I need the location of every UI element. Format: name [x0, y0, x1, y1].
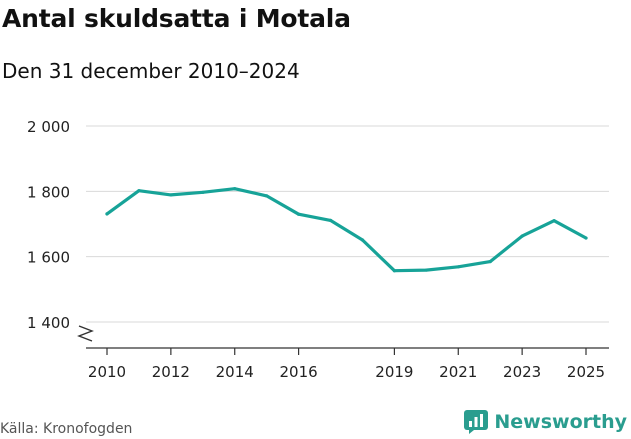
data-point-2011 [137, 189, 141, 193]
series-line [105, 187, 588, 273]
data-point-2020 [424, 268, 428, 272]
axis-break-icon [77, 325, 94, 342]
data-point-2022 [488, 259, 492, 264]
x-axis [77, 325, 609, 355]
y-tick-label: 1 800 [27, 183, 70, 201]
x-tick-label: 2025 [567, 363, 605, 381]
data-point-2014 [233, 187, 237, 191]
data-points [105, 187, 588, 273]
y-tick-labels: 1 400 1 600 1 800 2 000 [27, 118, 70, 332]
y-tick-label: 2 000 [27, 118, 70, 136]
series [105, 187, 588, 273]
y-tick-label: 1 400 [27, 314, 70, 332]
data-point-2015 [265, 194, 269, 198]
data-point-2016 [297, 212, 301, 216]
data-point-2019 [392, 269, 396, 273]
data-point-2025 [584, 236, 588, 240]
data-point-2013 [201, 190, 205, 194]
x-tick-label: 2023 [503, 363, 541, 381]
y-tick-label: 1 600 [27, 249, 70, 267]
chart-title: Antal skuldsatta i Motala [2, 4, 351, 33]
gridlines [86, 125, 609, 323]
x-tick-label: 2014 [216, 363, 254, 381]
x-tick-label: 2010 [88, 363, 126, 381]
x-tick-label: 2019 [375, 363, 413, 381]
x-tick-label: 2021 [439, 363, 477, 381]
brand-logo: Newsworthy [464, 410, 627, 434]
data-point-2012 [169, 193, 173, 197]
x-tick-label: 2016 [280, 363, 318, 381]
data-point-2010 [105, 212, 109, 216]
brand-name: Newsworthy [494, 411, 627, 433]
x-tick-labels: 2010 2012 2014 2016 2019 2021 2023 2025 [88, 363, 605, 381]
data-point-2024 [552, 219, 556, 223]
chart-subtitle: Den 31 december 2010–2024 [2, 59, 300, 83]
newsworthy-logo-icon [464, 410, 489, 434]
x-tick-label: 2012 [152, 363, 190, 381]
data-point-2017 [328, 218, 333, 223]
source-note: Källa: Kronofogden [0, 421, 133, 437]
data-point-2021 [456, 265, 460, 269]
data-point-2018 [360, 238, 365, 242]
data-point-2023 [520, 234, 524, 238]
